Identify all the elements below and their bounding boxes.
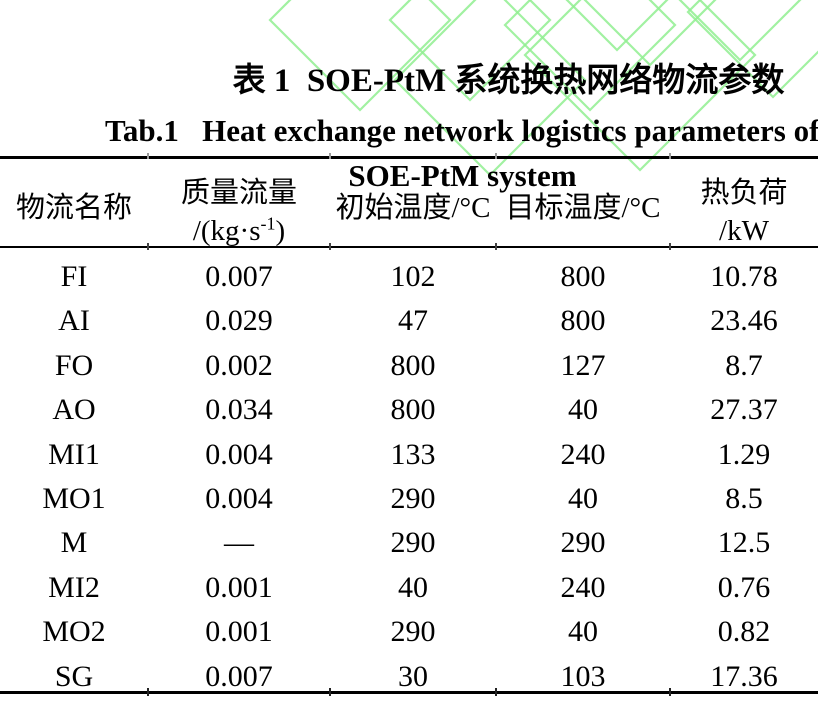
- header-target-temp: 目标温度/°C: [505, 192, 661, 224]
- table-cell: 40: [568, 481, 598, 515]
- table-cell: 0.004: [205, 481, 273, 515]
- table-caption-zh: 表 1 SOE-PtM 系统换热网络物流参数: [0, 12, 818, 99]
- table-cell: 27.37: [710, 393, 778, 427]
- table-body: FI 0.007 102 800 10.78 AI 0.029 47 800 2…: [0, 248, 818, 698]
- table-cell: MI2: [48, 570, 100, 604]
- table-cell: 0.007: [205, 260, 273, 293]
- table-cell: 0.002: [205, 348, 273, 382]
- column-boundary-tick: [669, 153, 671, 159]
- column-boundary-tick: [147, 153, 149, 159]
- table-cell: 40: [398, 570, 428, 604]
- column-boundary-tick: [147, 688, 149, 696]
- superscript: -1: [260, 213, 276, 234]
- table-cell: 8.7: [725, 348, 763, 382]
- table-cell: 800: [560, 304, 606, 338]
- table-cell: —: [224, 526, 254, 560]
- table-cell: AI: [58, 304, 90, 338]
- table-cell: 0.76: [717, 570, 771, 604]
- table-cell: 23.46: [710, 304, 778, 338]
- header-stream-name: 物流名称: [15, 192, 132, 224]
- header-heat-load-unit: /kW: [719, 215, 769, 247]
- column-boundary-tick: [495, 243, 497, 250]
- table-caption-zh-text: 表 1 SOE-PtM 系统换热网络物流参数: [232, 63, 785, 99]
- table-cell: 40: [568, 393, 598, 427]
- table-cell: 103: [560, 659, 606, 693]
- table-cell: FO: [54, 348, 94, 382]
- table-cell: 0.034: [205, 393, 273, 427]
- table-cell: 0.029: [205, 304, 273, 338]
- table-cell: 133: [390, 437, 436, 471]
- table-cell: 290: [390, 615, 436, 649]
- table-cell: SG: [54, 659, 94, 693]
- table-cell: 800: [390, 348, 436, 382]
- header-heat-load-title: 热负荷: [700, 177, 788, 209]
- table-cell: 1.29: [717, 437, 771, 471]
- table-cell: 800: [390, 393, 436, 427]
- column-boundary-tick: [329, 688, 331, 696]
- column-boundary-tick: [147, 243, 149, 250]
- table-caption-en-line2-text: SOE-PtM system: [348, 158, 577, 193]
- table-cell: 17.36: [710, 659, 778, 693]
- column-boundary-tick: [495, 688, 497, 696]
- table-cell: 102: [390, 260, 436, 293]
- table-caption-en-line1: Tab.1 Heat exchange network logistics pa…: [0, 62, 818, 148]
- table-cell: FI: [60, 260, 88, 293]
- table-cell: MO1: [42, 481, 106, 515]
- table-cell: 240: [560, 570, 606, 604]
- column-boundary-tick: [669, 243, 671, 250]
- column-boundary-tick: [495, 153, 497, 159]
- table-cell: M: [60, 526, 88, 560]
- table-cell: 8.5: [725, 481, 763, 515]
- header-mass-flow-unit: /(kg·s-1): [192, 213, 286, 247]
- header-mass-flow-title: 质量流量: [180, 177, 297, 209]
- table-header-row: 物流名称 质量流量 /(kg·s-1) 初始温度/°C 目标温度/°C 热负荷 …: [0, 160, 818, 247]
- table-cell: 290: [390, 526, 436, 560]
- table-cell: 47: [398, 304, 428, 338]
- table-cell: 12.5: [717, 526, 771, 560]
- table-header-rule: [0, 246, 818, 248]
- table-cell: 40: [568, 615, 598, 649]
- table-cell: 0.004: [205, 437, 273, 471]
- table-cell: 0.001: [205, 570, 273, 604]
- column-boundary-tick: [669, 688, 671, 696]
- table-cell: 240: [560, 437, 606, 471]
- table-caption-en-line1-text: Tab.1 Heat exchange network logistics pa…: [105, 113, 818, 148]
- table-cell: MI1: [48, 437, 100, 471]
- table-cell: 290: [560, 526, 606, 560]
- table-cell: MO2: [42, 615, 106, 649]
- column-boundary-tick: [329, 153, 331, 159]
- table-cell: 10.78: [710, 260, 778, 293]
- table-cell: 290: [390, 481, 436, 515]
- table-cell: 0.007: [205, 659, 273, 693]
- header-initial-temp: 初始温度/°C: [335, 192, 491, 224]
- table-bottom-rule: [0, 691, 818, 694]
- column-boundary-tick: [329, 243, 331, 250]
- table-cell: 0.82: [717, 615, 771, 649]
- table-caption-en-line2: SOE-PtM system: [0, 107, 818, 193]
- table-cell: 800: [560, 260, 606, 293]
- header-heat-load: 热负荷 /kW: [670, 160, 818, 250]
- header-mass-flow: 质量流量 /(kg·s-1): [148, 160, 330, 250]
- table-cell: 30: [398, 659, 428, 693]
- table-cell: 0.001: [205, 615, 273, 649]
- table-cell: AO: [52, 393, 96, 427]
- table-cell: 127: [560, 348, 606, 382]
- table-top-rule: [0, 156, 818, 159]
